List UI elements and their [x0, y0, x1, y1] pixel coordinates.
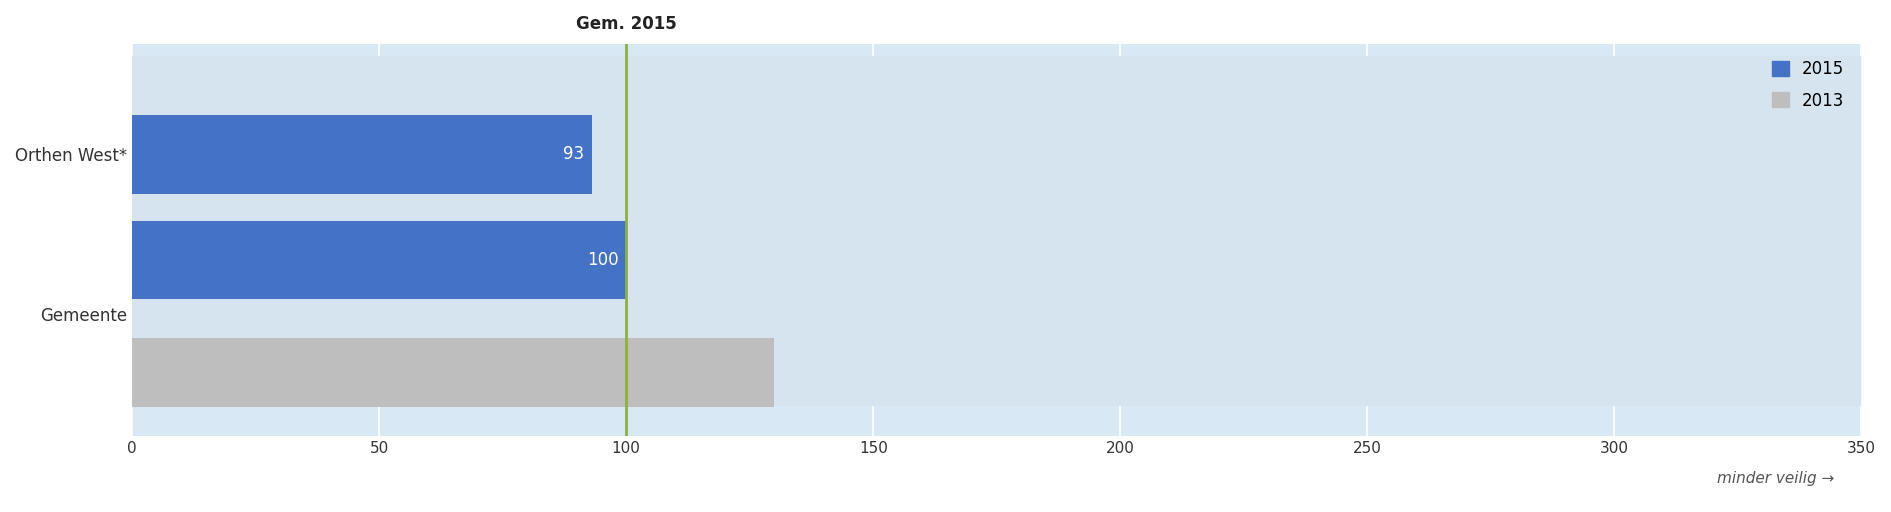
Bar: [132, 338, 775, 407]
Legend: 2015, 2013: 2015, 2013: [1772, 60, 1844, 110]
Text: 93: 93: [564, 145, 584, 163]
Bar: [132, 115, 592, 194]
Bar: [132, 221, 626, 299]
Text: 100: 100: [588, 251, 618, 269]
Bar: [132, 56, 1861, 252]
Text: minder veilig →: minder veilig →: [1717, 472, 1834, 486]
Bar: [132, 216, 1861, 407]
Text: Gem. 2015: Gem. 2015: [577, 15, 677, 33]
